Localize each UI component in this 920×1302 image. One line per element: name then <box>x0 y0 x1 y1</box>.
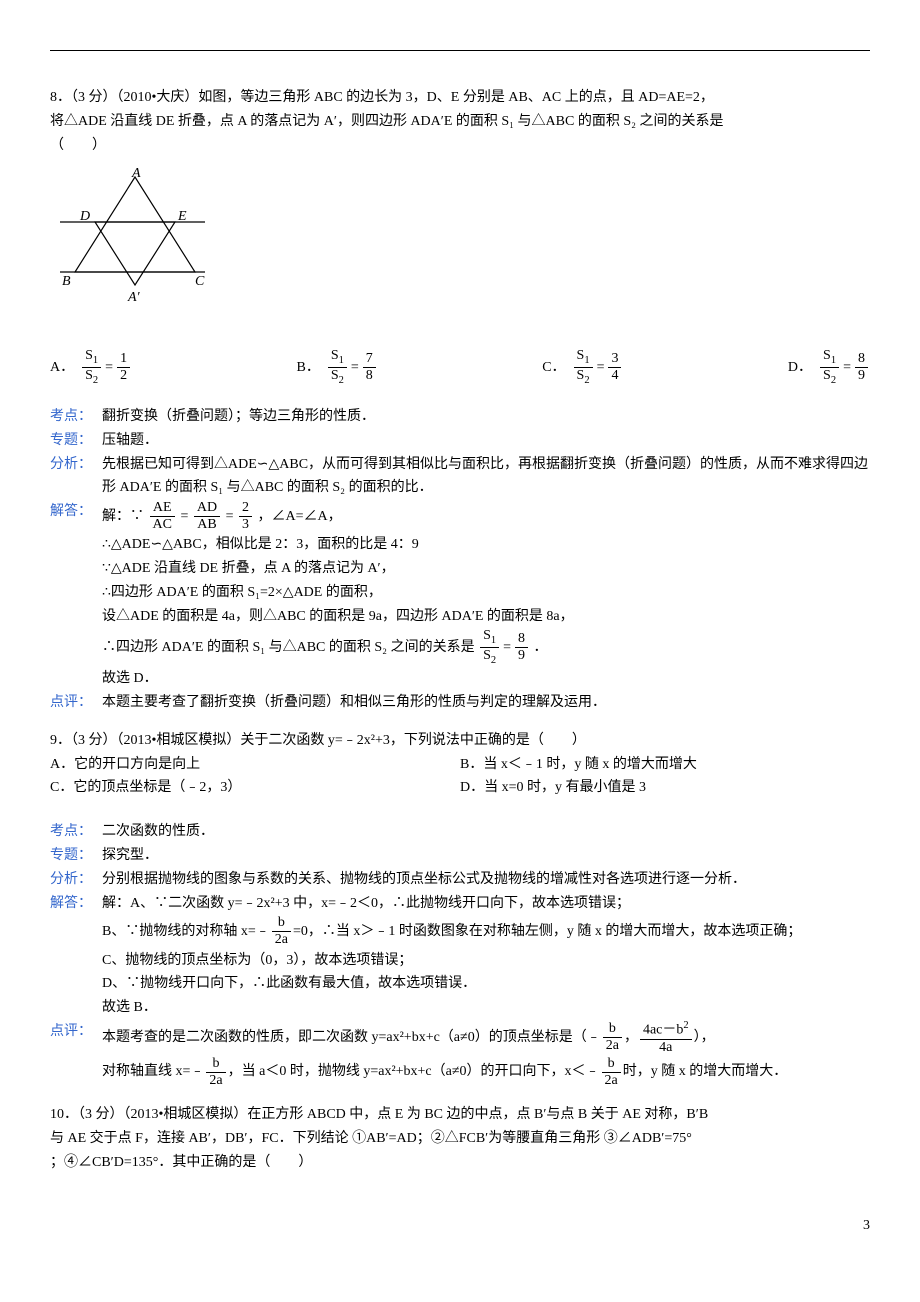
q8-option-C: C． S1S2=34 <box>542 348 623 387</box>
q9-options-row2: C．它的顶点坐标是（﹣2，3） D．当 x=0 时，y 有最小值是 3 <box>50 776 870 800</box>
q9-analysis: 考点：二次函数的性质． 专题：探究型． 分析：分别根据抛物线的图象与系数的关系、… <box>50 820 870 1089</box>
q8-stem-line2: 将△ADE 沿直线 DE 折叠，点 A 的落点记为 A′，则四边形 ADA′E … <box>50 110 870 134</box>
dianping-label: 点评： <box>50 1020 102 1044</box>
q8-options: A． S1 S2 = 1 2 B． S1S2=78 C． S1S2=34 D． … <box>50 348 870 387</box>
frac-rhs: 1 2 <box>117 351 130 384</box>
label-D: D <box>79 209 90 224</box>
q8-analysis: 考点：翻折变换（折叠问题）；等边三角形的性质． 专题：压轴题． 分析：先根据已知… <box>50 405 870 715</box>
zhuanti-label: 专题： <box>50 429 102 453</box>
zhuanti-text: 探究型． <box>102 844 870 868</box>
frac-s1s2: S1 S2 <box>82 348 101 387</box>
q9-optD: D．当 x=0 时，y 有最小值是 3 <box>460 776 870 800</box>
q9-optA: A．它的开口方向是向上 <box>50 753 460 777</box>
kaodian-label: 考点： <box>50 820 102 844</box>
q8-figure: A D E B C A′ <box>50 167 870 336</box>
dianping-text: 本题主要考查了翻折变换（折叠问题）和相似三角形的性质与判定的理解及运用． <box>102 691 870 715</box>
label-B: B <box>62 274 71 289</box>
jieda-label: 解答： <box>50 892 102 916</box>
q8-option-D: D． S1S2=89 <box>788 348 870 387</box>
q9-optB: B．当 x＜﹣1 时，y 随 x 的增大而增大 <box>460 753 870 777</box>
q9-options-row1: A．它的开口方向是向上 B．当 x＜﹣1 时，y 随 x 的增大而增大 <box>50 753 870 777</box>
label-C: C <box>195 274 205 289</box>
zhuanti-text: 压轴题． <box>102 429 870 453</box>
header-rule <box>50 50 870 51</box>
fenxi-label: 分析： <box>50 868 102 892</box>
label-Aprime: A′ <box>127 290 141 305</box>
q8-stem-line1: 8．（3 分）（2010•大庆）如图，等边三角形 ABC 的边长为 3，D、E … <box>50 86 870 110</box>
jieda-content: 解：∵ AEAC = ADAB = 23 ，∠A=∠A， ∴△ADE∽△ABC，… <box>102 500 870 691</box>
jieda-content: 解：A、∵二次函数 y=﹣2x²+3 中，x=﹣2＜0，∴此抛物线开口向下，故本… <box>102 892 870 1020</box>
q8-option-A: A． S1 S2 = 1 2 <box>50 348 132 387</box>
jieda-label: 解答： <box>50 500 102 524</box>
q8-stem-line3: （ ） <box>50 134 870 158</box>
fenxi-text: 分别根据抛物线的图象与系数的关系、抛物线的顶点坐标公式及抛物线的增减性对各选项进… <box>102 868 870 892</box>
kaodian-text: 二次函数的性质． <box>102 820 870 844</box>
fenxi-label: 分析： <box>50 453 102 477</box>
q9-optC: C．它的顶点坐标是（﹣2，3） <box>50 776 460 800</box>
q10-line2: 与 AE 交于点 F，连接 AB′，DB′，FC．下列结论 ①AB′=AD；②△… <box>50 1127 870 1151</box>
fenxi-text: 先根据已知可得到△ADE∽△ABC，从而可得到其相似比与面积比，再根据翻折变换（… <box>102 453 870 501</box>
q8-option-B: B． S1S2=78 <box>296 348 377 387</box>
q8-triangle-svg: A D E B C A′ <box>50 167 220 327</box>
label-E: E <box>177 209 187 224</box>
q9-stem: 9．（3 分）（2013•相城区模拟）关于二次函数 y=﹣2x²+3，下列说法中… <box>50 729 870 753</box>
kaodian-text: 翻折变换（折叠问题）；等边三角形的性质． <box>102 405 870 429</box>
page-number: 3 <box>50 1214 870 1238</box>
q10-line1: 10．（3 分）（2013•相城区模拟）在正方形 ABCD 中，点 E 为 BC… <box>50 1103 870 1127</box>
dianping-content: 本题考查的是二次函数的性质，即二次函数 y=ax²+bx+c（a≠0）的顶点坐标… <box>102 1020 870 1089</box>
q10-line3: ；④∠CB′D=135°．其中正确的是（ ） <box>50 1151 870 1175</box>
zhuanti-label: 专题： <box>50 844 102 868</box>
kaodian-label: 考点： <box>50 405 102 429</box>
opt-letter: A． <box>50 356 74 380</box>
dianping-label: 点评： <box>50 691 102 715</box>
label-A: A <box>131 167 141 181</box>
